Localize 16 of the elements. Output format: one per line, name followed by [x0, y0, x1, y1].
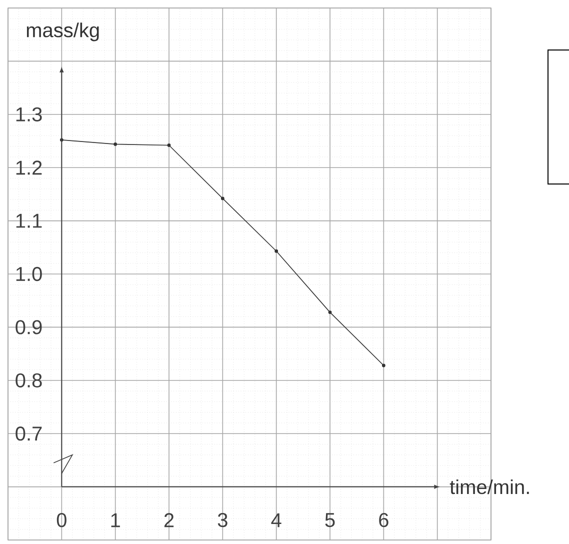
- y-tick-label: 1.0: [16, 266, 42, 282]
- x-tick-label: 6: [379, 512, 388, 528]
- y-tick-label: 1.1: [16, 214, 42, 228]
- x-tick-label: 5: [325, 513, 335, 528]
- y-tick-label: 0.7: [16, 426, 42, 441]
- y-tick-label: 1.3: [16, 107, 42, 122]
- x-tick-label: 3: [218, 512, 228, 528]
- y-axis-title: mass/kg: [26, 22, 99, 42]
- x-tick-label: 4: [271, 513, 282, 528]
- x-tick-label: 1: [111, 513, 120, 528]
- y-tick-label: 1.2: [16, 160, 42, 175]
- x-tick-label: 0: [56, 512, 66, 528]
- y-tick-label: 0.9: [16, 320, 42, 334]
- y-tick-label: 0.8: [16, 373, 42, 388]
- x-tick-label: 2: [164, 513, 174, 528]
- x-axis-title: time/min.: [450, 479, 529, 494]
